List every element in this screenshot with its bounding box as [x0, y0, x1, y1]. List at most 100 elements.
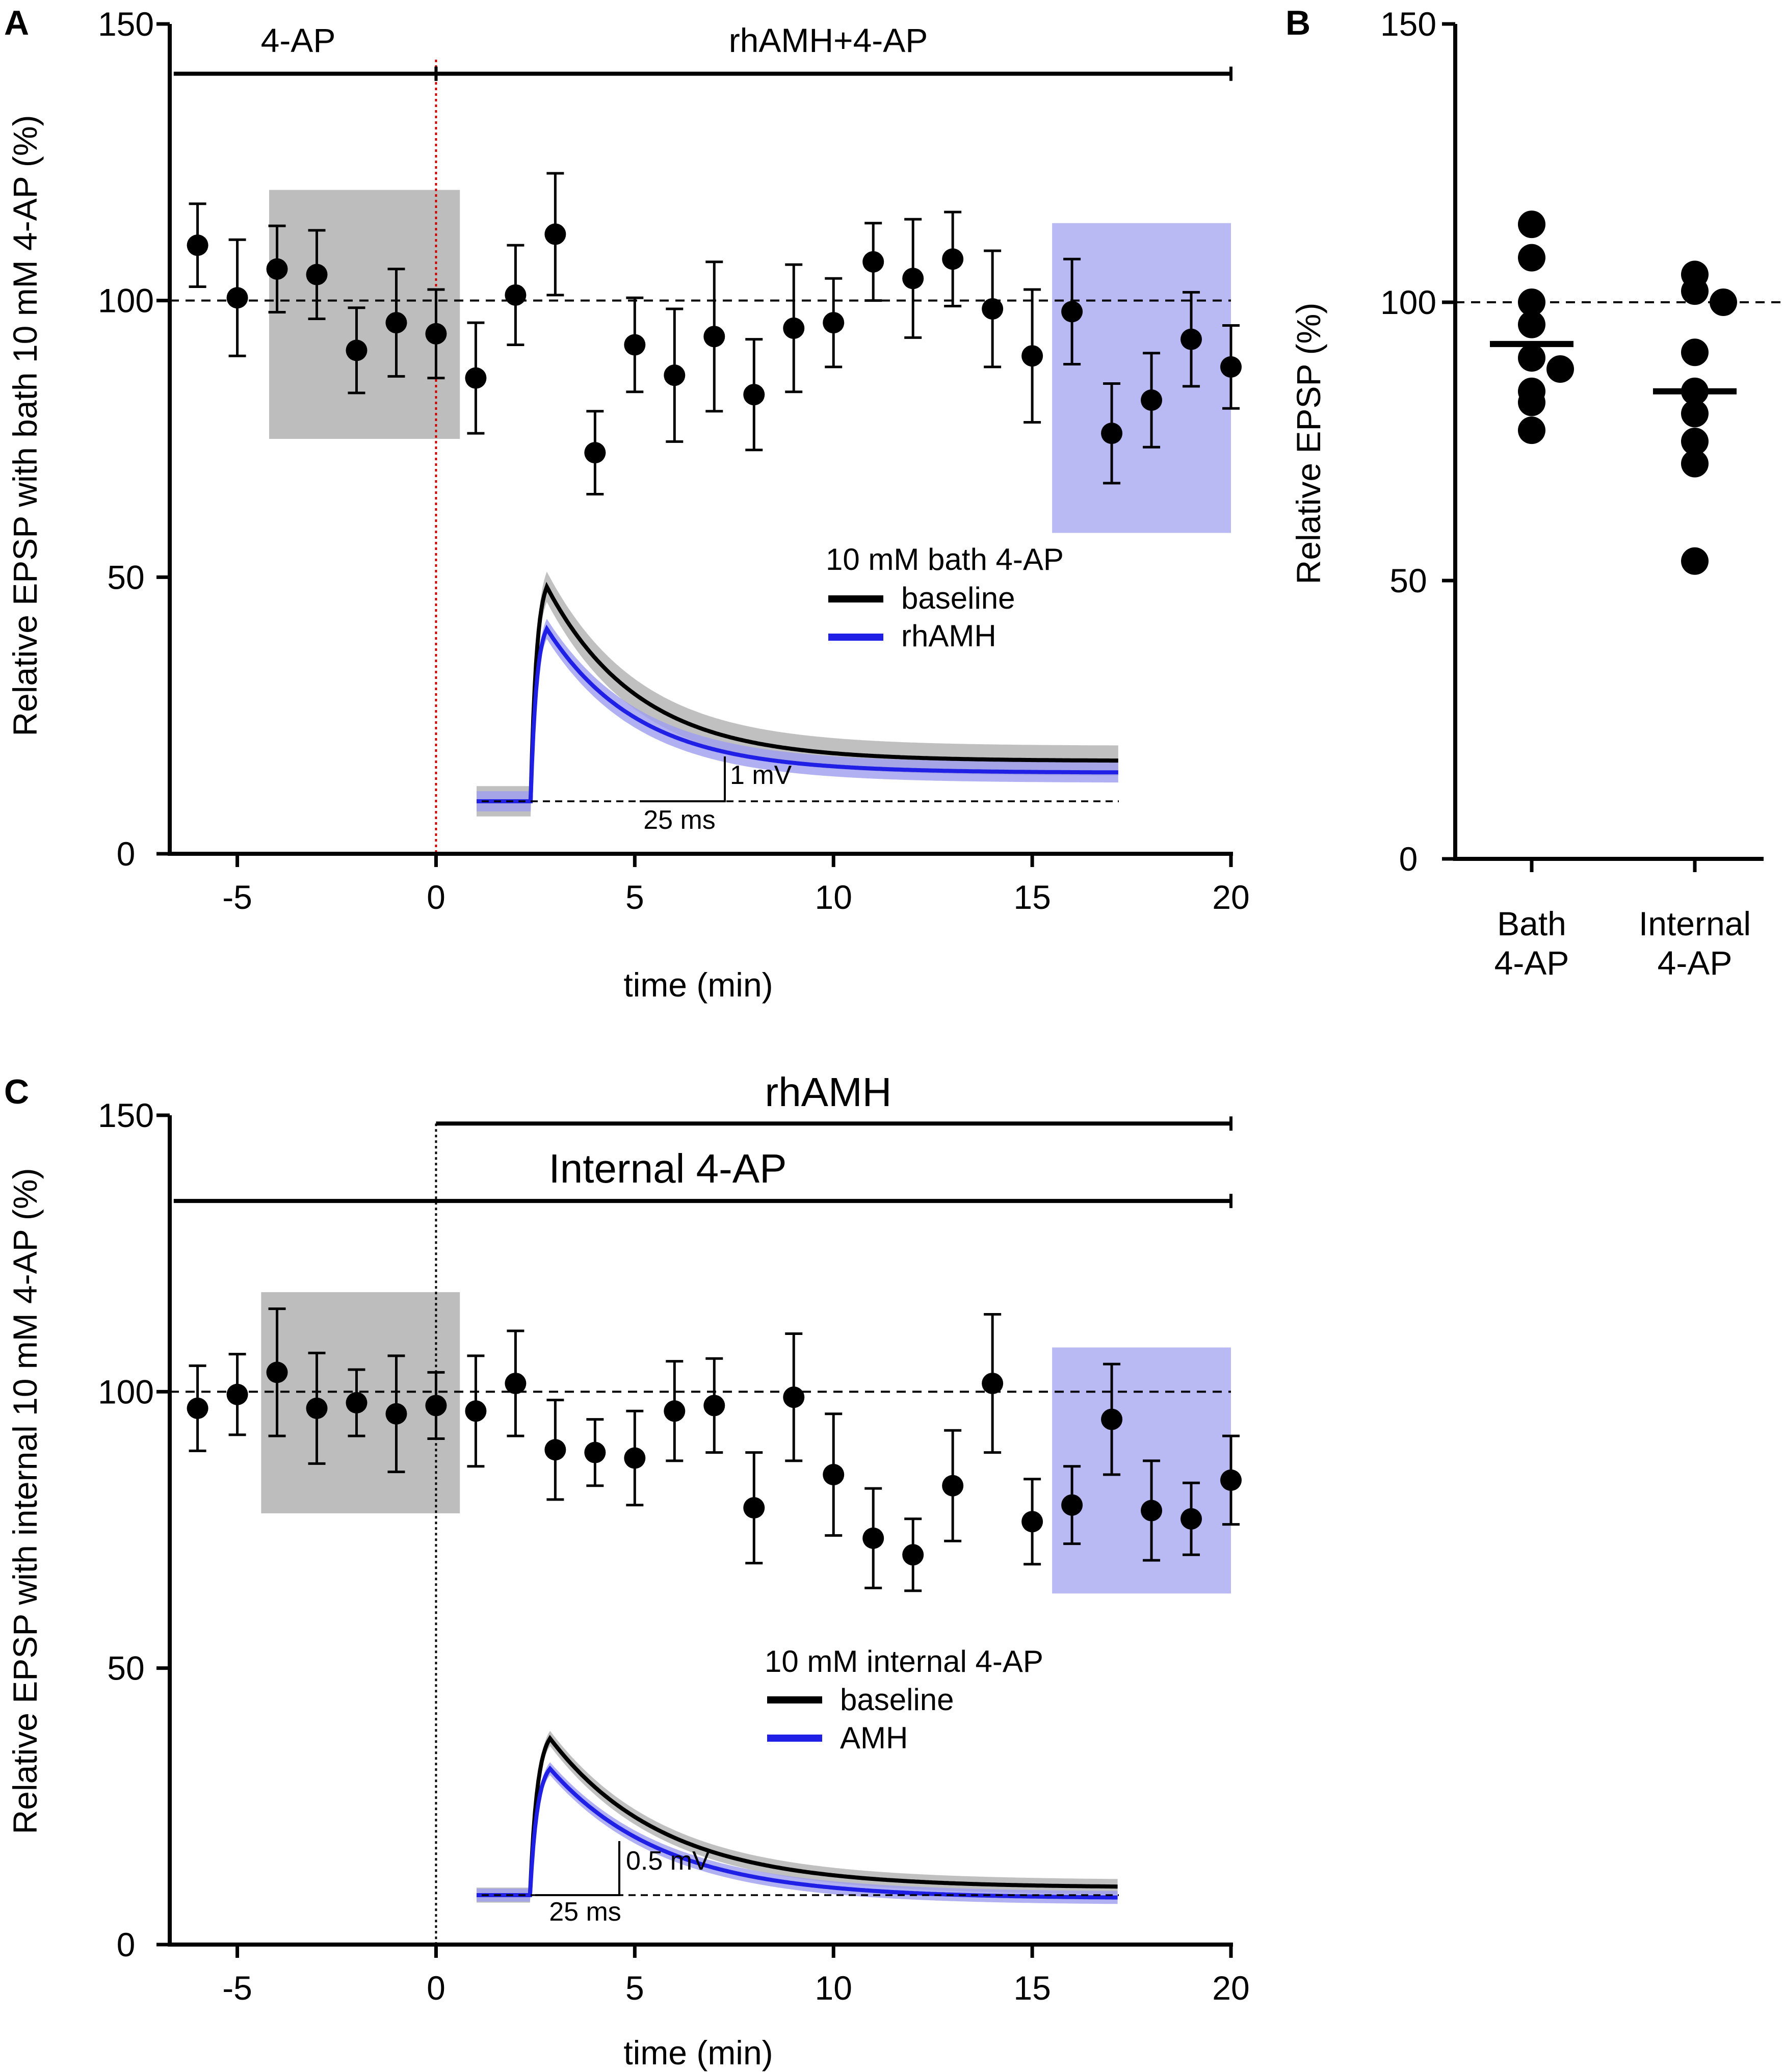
panel-a-data-point-19 [942, 211, 964, 308]
panel-a-data-point-3 [306, 229, 328, 320]
panel-c-marker [584, 1441, 606, 1463]
panel-c-data-point-3 [306, 1351, 328, 1465]
panel-c-x-axis-label: time (min) [623, 2034, 773, 2071]
panel-c-scale-bar [535, 1841, 620, 1896]
panel-b-point-1-3 [1681, 338, 1709, 366]
panel-c-marker [1180, 1508, 1202, 1530]
panel-a-marker [1101, 423, 1123, 444]
panel-c-marker [346, 1392, 368, 1414]
panel-c-rhamh-window [1052, 1347, 1231, 1594]
panel-a-marker [584, 442, 606, 464]
panel-a-marker [266, 258, 288, 280]
panel-a-data-point-24 [1141, 352, 1163, 449]
panel-a-y-tick-label: 0 [117, 835, 136, 873]
panel-a-marker [942, 248, 964, 270]
panel-c-data-point-26 [1220, 1434, 1242, 1526]
panel-c-marker [743, 1497, 765, 1519]
panel-a-marker [1180, 328, 1202, 350]
panel-a-x-tick-label: 10 [815, 878, 852, 916]
panel-c-x-tick-label: 5 [625, 1969, 644, 2007]
panel-a-data-point-10 [584, 410, 606, 496]
panel-a-data-point-8 [505, 244, 527, 346]
panel-label-b: B [1285, 4, 1310, 42]
panel-a-marker [823, 312, 845, 334]
panel-a-x-tick-label: 5 [625, 878, 644, 916]
panel-c-data-point-7 [465, 1354, 487, 1468]
panel-a-inset-legend-baseline: baseline [901, 581, 1015, 615]
panel-a-trace-rhAMH [477, 624, 1118, 803]
panel-c-y-tick-label: 50 [107, 1649, 144, 1687]
panel-b-point-0-7 [1518, 388, 1545, 416]
panel-c-trace-baseline [477, 1735, 1118, 1897]
panel-c-drug-bar-1 [173, 1194, 1232, 1209]
panel-a-data-point-26 [1220, 324, 1242, 410]
panel-a-inset-scale-voltage: 1 mV [730, 760, 792, 790]
panel-c-marker [1021, 1511, 1043, 1533]
panel-c-data-point-2 [266, 1307, 288, 1437]
panel-c-marker [1101, 1408, 1123, 1430]
panel-b-point-0-0 [1518, 211, 1545, 239]
panel-a-inset-legend-title: 10 mM bath 4-AP [826, 542, 1064, 576]
panel-a-marker [743, 384, 765, 406]
panel-b-point-0-8 [1518, 416, 1545, 444]
panel-c-bar-label-rhamh: rhAMH [765, 1069, 892, 1115]
panel-a-marker [226, 287, 248, 309]
panel-a-data-point-4 [346, 306, 368, 395]
panel-c-marker [505, 1373, 527, 1395]
panel-c-data-point-16 [823, 1412, 845, 1537]
panel-a-marker [982, 298, 1004, 320]
panel-b-point-1-1 [1681, 277, 1709, 305]
panel-a-trace-band-baseline [477, 571, 1118, 817]
panel-c-y-axis-label: Relative EPSP with internal 10 mM 4-AP (… [6, 1168, 44, 1834]
panel-c-x-tick-label: 20 [1212, 1969, 1249, 2007]
panel-a-trace-band-rhAMH [477, 619, 1118, 811]
panel-a-baseline-window [269, 190, 460, 439]
panel-b-point-1-8 [1681, 547, 1709, 575]
panel-c-x-tick-label: -5 [222, 1969, 252, 2007]
panel-c-drug-bar-0 [436, 1116, 1232, 1131]
panel-c-trace-AMH [477, 1765, 1118, 1900]
panel-a-data-point-7 [465, 321, 487, 435]
panel-a-y-axis-label: Relative EPSP with bath 10 mM 4-AP (%) [6, 115, 44, 736]
panel-c-marker [982, 1373, 1004, 1395]
panel-c-data-point-17 [862, 1487, 884, 1589]
panel-a-data-point-22 [1061, 257, 1083, 365]
panel-c-y-tick-label: 100 [98, 1373, 154, 1410]
panel-b-point-0-2 [1518, 288, 1545, 316]
panel-c-x-tick-label: 0 [427, 1969, 445, 2007]
panel-c-data-point-10 [584, 1418, 606, 1487]
panel-c-data-point-25 [1180, 1481, 1202, 1556]
panel-a-inset-legend-rhamh: rhAMH [901, 619, 996, 653]
panel-b-point-0-4 [1518, 344, 1545, 372]
panel-b-y-tick-label: 50 [1389, 562, 1427, 599]
panel-a-data-point-9 [544, 172, 566, 297]
panel-c-marker [783, 1386, 805, 1408]
panel-c-data-point-5 [385, 1354, 407, 1474]
panel-label-c: C [4, 1072, 29, 1111]
panel-a-y-tick-label: 100 [98, 282, 154, 320]
panel-a-marker [664, 364, 686, 386]
panel-c-data-point-19 [942, 1429, 964, 1542]
panel-a-marker [1220, 356, 1242, 378]
panel-a-inset-scale-time: 25 ms [643, 805, 716, 835]
panel-a-scale-bar [640, 756, 726, 802]
panel-c-data-point-20 [982, 1313, 1004, 1454]
panel-c-data-point-6 [425, 1371, 447, 1440]
panel-a-x-tick-label: -5 [222, 878, 252, 916]
panel-b-category-bath-line1: Bath [1497, 905, 1566, 942]
panel-c-marker [1141, 1500, 1163, 1522]
panel-a-rhamh-window [1052, 223, 1231, 533]
panel-a-data-point-12 [664, 307, 686, 443]
panel-c-marker [902, 1544, 924, 1566]
panel-c-marker [544, 1439, 566, 1461]
panel-a-data-point-20 [982, 249, 1004, 369]
panel-a-data-point-15 [783, 263, 805, 394]
panel-b-point-1-2 [1710, 288, 1737, 316]
panel-a-bar-label-rhamh-4ap: rhAMH+4-AP [729, 21, 928, 59]
panel-c-data-point-9 [544, 1399, 566, 1501]
panel-c-marker [266, 1361, 288, 1383]
panel-a-data-point-0 [187, 202, 208, 288]
axes-layer: 0 50 100 150 -5 0 5 10 15 20 0 50 100 150 -5 0 5 10 15 20 0 5… [98, 5, 1764, 2007]
panel-c-marker [1220, 1469, 1242, 1491]
panel-c-data-point-14 [743, 1451, 765, 1565]
